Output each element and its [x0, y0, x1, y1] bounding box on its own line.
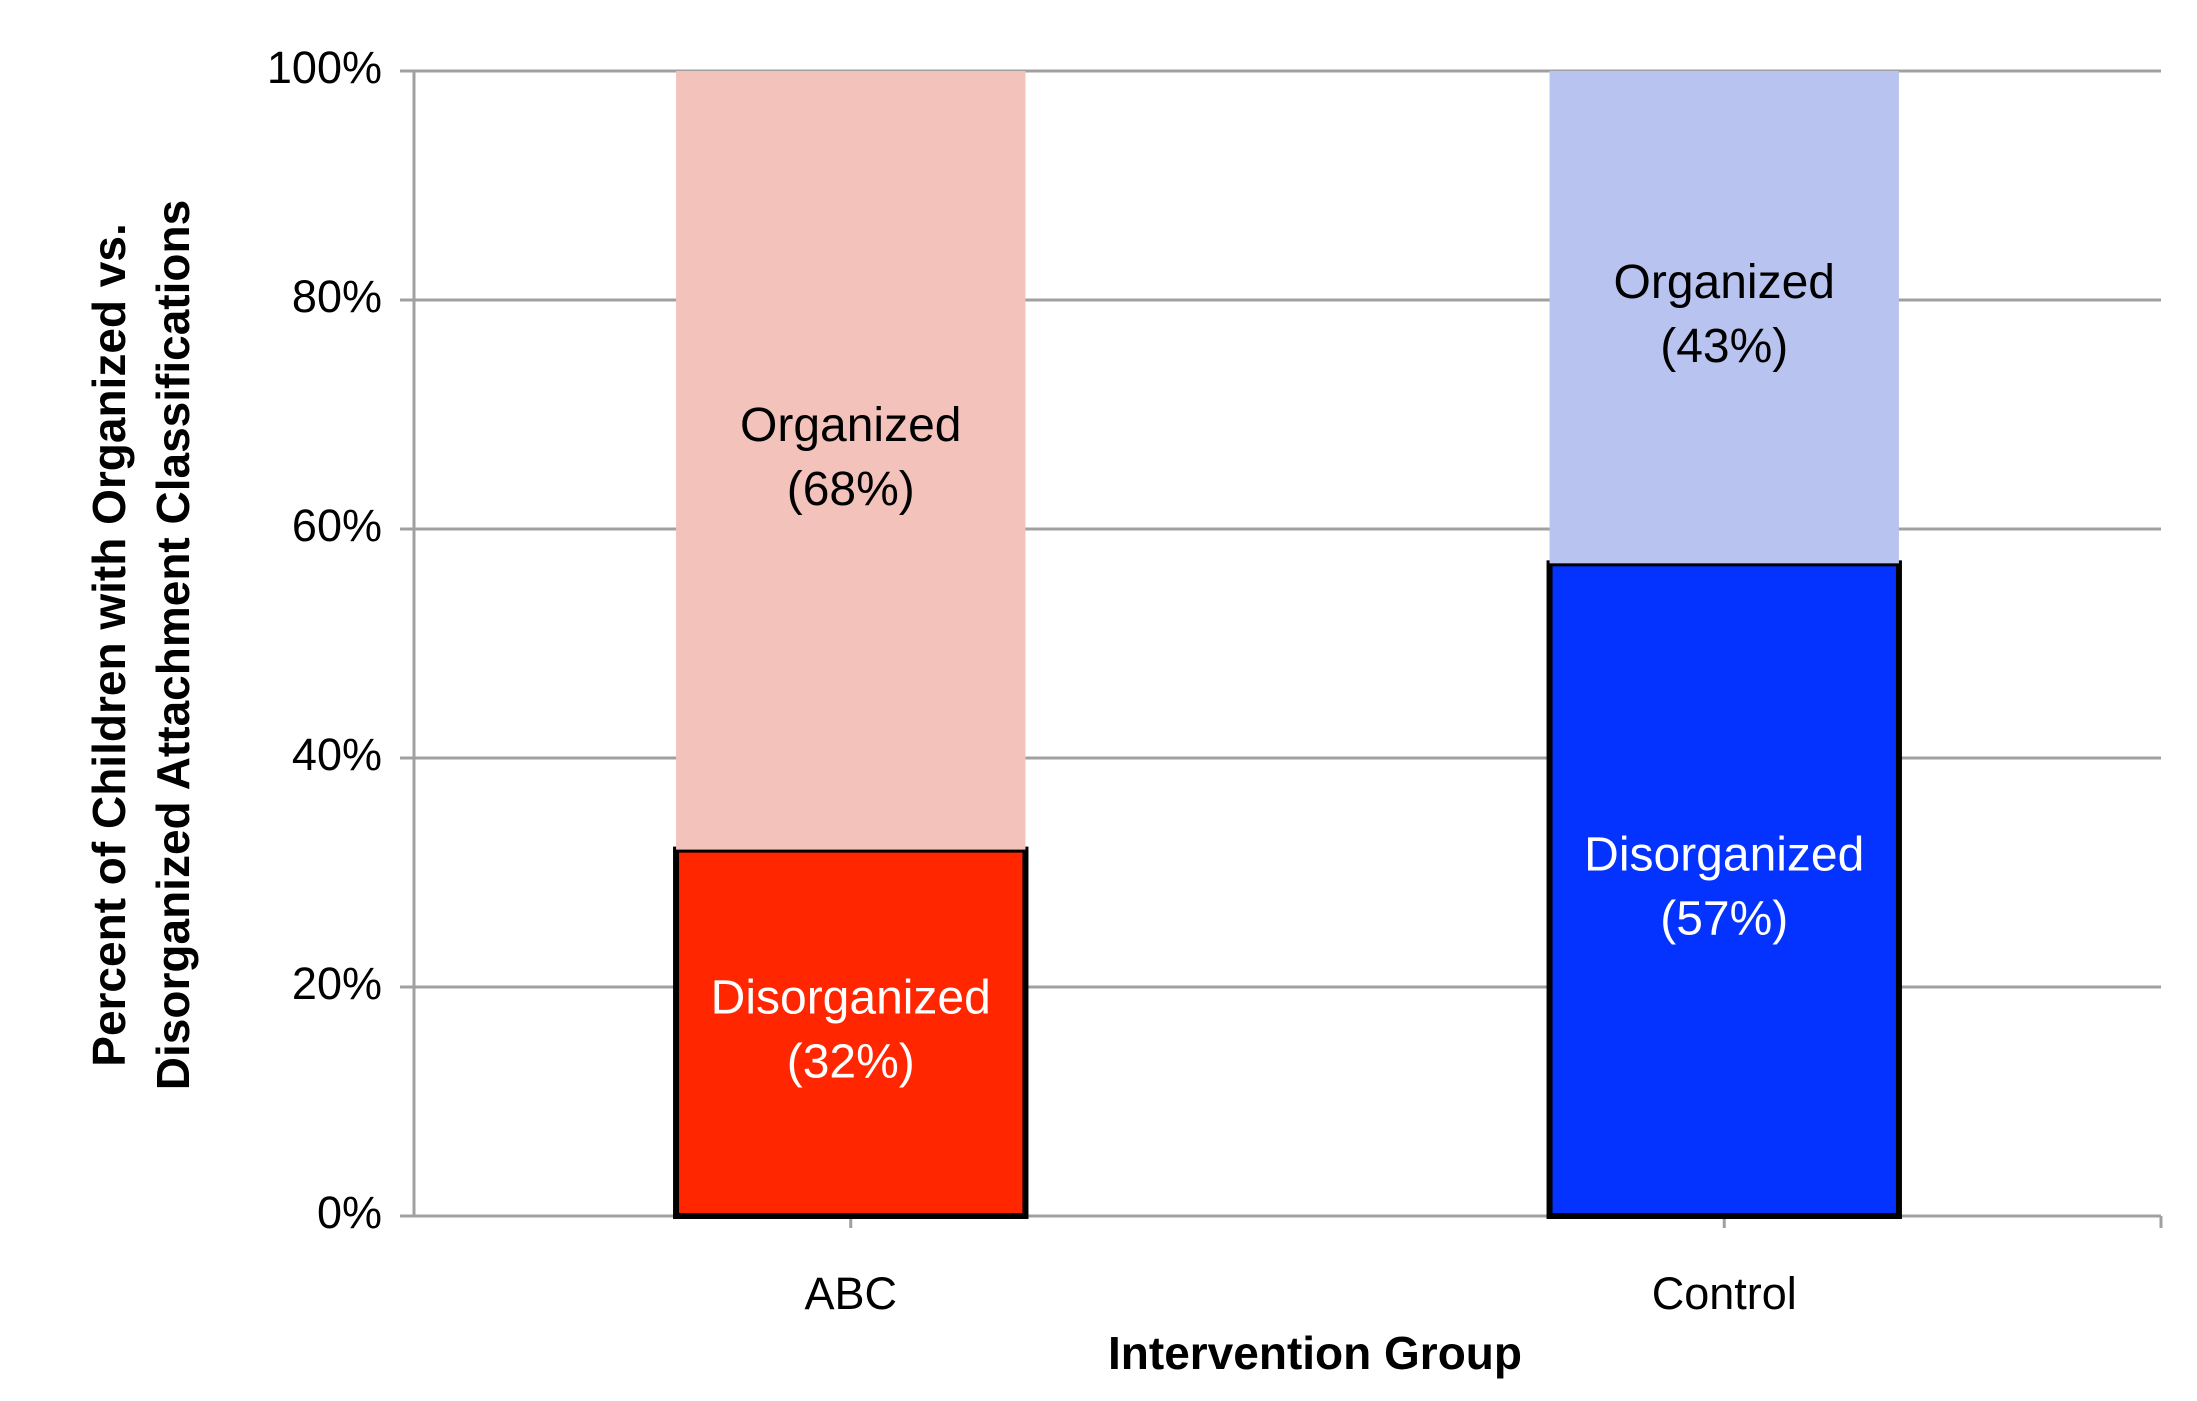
segment-name: Organized: [740, 399, 961, 452]
segment-name: Disorganized: [1584, 828, 1864, 881]
y-axis-title: Percent of Children with Organized vs.: [83, 223, 135, 1066]
segment-name: Organized: [1614, 256, 1835, 309]
y-tick-label: 80%: [292, 271, 382, 322]
bar-segment: [1546, 560, 1902, 1219]
y-axis-title: Disorganized Attachment Classifications: [147, 200, 199, 1090]
x-tick-label: ABC: [804, 1268, 897, 1319]
bar-segment: [1549, 71, 1899, 564]
segment-name: Disorganized: [711, 971, 991, 1024]
x-tick-label: Control: [1652, 1268, 1797, 1319]
x-axis-title: Intervention Group: [1108, 1327, 1522, 1379]
y-tick-label: 100%: [267, 42, 382, 93]
data-label: (43%): [1660, 320, 1788, 373]
y-axis-title-group: Percent of Children with Organized vs. D…: [83, 200, 199, 1090]
bar-segment: [676, 71, 1026, 850]
data-label: (68%): [787, 463, 915, 516]
data-label: (32%): [787, 1035, 915, 1088]
data-label: (57%): [1660, 892, 1788, 945]
y-tick-label: 60%: [292, 500, 382, 551]
y-tick-label: 40%: [292, 729, 382, 780]
bar-segment: [673, 846, 1029, 1219]
y-tick-label: 20%: [292, 958, 382, 1009]
y-tick-label: 0%: [317, 1187, 382, 1238]
